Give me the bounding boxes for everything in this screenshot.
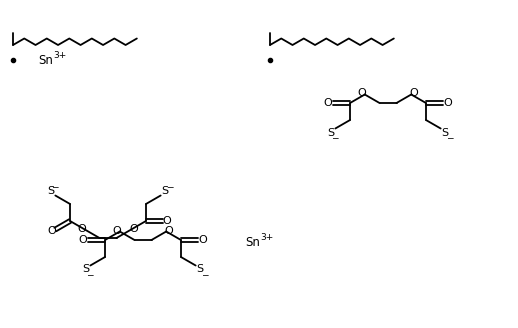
Text: 3+: 3+	[53, 51, 66, 59]
Text: −: −	[85, 270, 93, 279]
Text: 3+: 3+	[260, 234, 274, 242]
Text: −: −	[51, 182, 58, 191]
Text: S: S	[161, 187, 168, 196]
Text: O: O	[112, 226, 121, 236]
Text: −: −	[201, 270, 208, 279]
Text: O: O	[79, 235, 88, 245]
Text: Sn: Sn	[245, 236, 260, 250]
Text: O: O	[357, 89, 366, 98]
Text: O: O	[130, 223, 139, 234]
Text: S: S	[441, 128, 448, 137]
Text: S: S	[47, 187, 54, 196]
Text: O: O	[165, 226, 174, 236]
Text: S: S	[82, 264, 89, 275]
Text: −: −	[446, 133, 453, 142]
Text: O: O	[77, 223, 86, 234]
Text: O: O	[47, 226, 56, 236]
Text: O: O	[443, 98, 452, 108]
Text: −: −	[330, 133, 338, 142]
Text: −: −	[166, 182, 174, 191]
Text: S: S	[196, 264, 203, 275]
Text: O: O	[324, 98, 333, 108]
Text: S: S	[327, 128, 334, 137]
Text: O: O	[198, 235, 207, 245]
Text: Sn: Sn	[38, 53, 53, 67]
Text: O: O	[163, 216, 171, 226]
Text: O: O	[410, 89, 419, 98]
